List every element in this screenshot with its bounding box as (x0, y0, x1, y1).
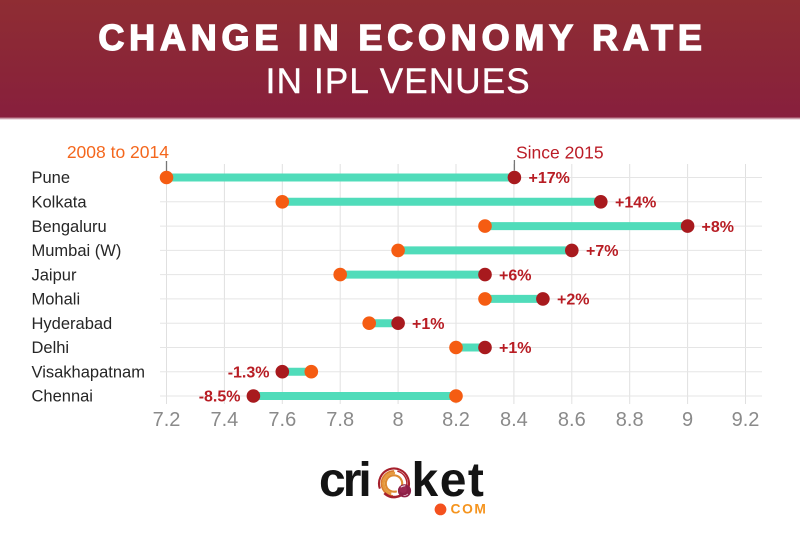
svg-text:8: 8 (393, 409, 404, 431)
svg-text:+7%: +7% (586, 243, 618, 260)
svg-text:+6%: +6% (499, 267, 531, 284)
svg-text:8.4: 8.4 (500, 409, 528, 431)
svg-text:9: 9 (682, 409, 693, 431)
svg-text:-8.5%: -8.5% (199, 389, 241, 406)
svg-text:7.8: 7.8 (326, 409, 354, 431)
svg-text:ket: ket (412, 455, 486, 507)
svg-text:7.6: 7.6 (268, 409, 296, 431)
svg-text:+8%: +8% (702, 219, 734, 236)
svg-text:Visakhapatnam: Visakhapatnam (32, 363, 145, 381)
svg-text:2008 to 2014: 2008 to 2014 (67, 142, 169, 162)
svg-text:9.2: 9.2 (732, 409, 760, 431)
svg-text:8.2: 8.2 (442, 409, 470, 431)
svg-text:Chennai: Chennai (32, 388, 93, 406)
svg-text:8.8: 8.8 (616, 409, 644, 431)
svg-text:+1%: +1% (412, 316, 444, 333)
svg-text:Pune: Pune (32, 169, 71, 187)
svg-text:+17%: +17% (529, 170, 570, 187)
svg-text:Mumbai (W): Mumbai (W) (32, 242, 122, 260)
svg-text:cri: cri (319, 455, 369, 507)
svg-text:7.2: 7.2 (153, 409, 181, 431)
svg-text:-1.3%: -1.3% (228, 364, 270, 381)
svg-text:+2%: +2% (557, 292, 589, 309)
svg-text:Jaipur: Jaipur (32, 266, 77, 284)
svg-text:Hyderabad: Hyderabad (32, 315, 113, 333)
svg-text:7.4: 7.4 (210, 409, 238, 431)
svg-text:+14%: +14% (615, 195, 656, 212)
svg-text:COM: COM (451, 501, 488, 516)
svg-text:+1%: +1% (499, 340, 531, 357)
svg-text:Delhi: Delhi (32, 339, 70, 357)
svg-text:Bengaluru: Bengaluru (32, 218, 107, 236)
svg-text:Kolkata: Kolkata (32, 194, 88, 212)
svg-text:Since 2015: Since 2015 (516, 143, 604, 163)
svg-text:8.6: 8.6 (558, 409, 586, 431)
svg-text:Mohali: Mohali (32, 291, 81, 309)
